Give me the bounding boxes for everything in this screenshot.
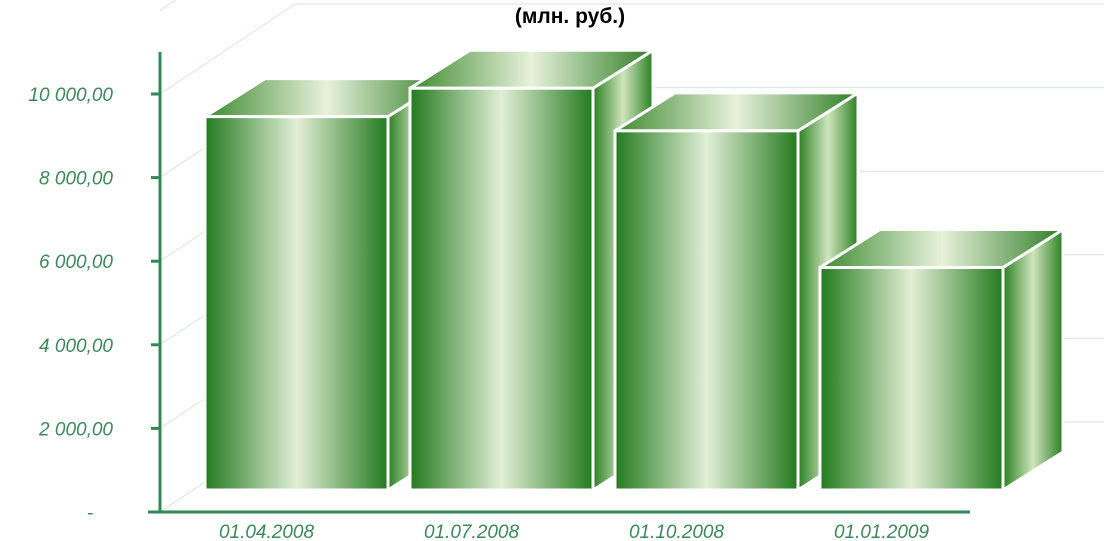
- x-tick-label: 01.07.2008: [424, 522, 520, 541]
- y-tick-label: 10 000,00: [28, 85, 113, 106]
- y-tick-label: 6 000,00: [39, 252, 113, 273]
- y-axis-ticks: - 2 000,00 4 000,00 6 000,00 8 000,00 10 000,…: [28, 85, 160, 524]
- bars: [203, 48, 1065, 492]
- bar-front-face: [613, 129, 800, 492]
- bar-front-face: [203, 115, 390, 492]
- grid-depth-line: [159, 0, 177, 11]
- y-tick-label: 8 000,00: [39, 169, 113, 190]
- y-tick-label: 4 000,00: [39, 336, 113, 357]
- x-axis-ticks: 01.04.2008 01.07.2008 01.10.2008 01.01.2009: [219, 522, 930, 541]
- y-tick-label: 2 000,00: [38, 419, 113, 440]
- x-tick-label: 01.04.2008: [219, 522, 315, 541]
- axes: [148, 52, 970, 514]
- bar-front-face: [408, 86, 595, 492]
- bar-front-face: [818, 266, 1005, 492]
- y-tick-label: -: [87, 503, 93, 524]
- bar-01.01.2009: [818, 228, 1065, 492]
- grid-depth-line: [159, 3, 296, 95]
- bar-side-face: [1001, 228, 1065, 492]
- x-tick-label: 01.10.2008: [629, 522, 725, 541]
- x-tick-label: 01.01.2009: [834, 522, 930, 541]
- chart-title: (млн. руб.): [515, 5, 625, 28]
